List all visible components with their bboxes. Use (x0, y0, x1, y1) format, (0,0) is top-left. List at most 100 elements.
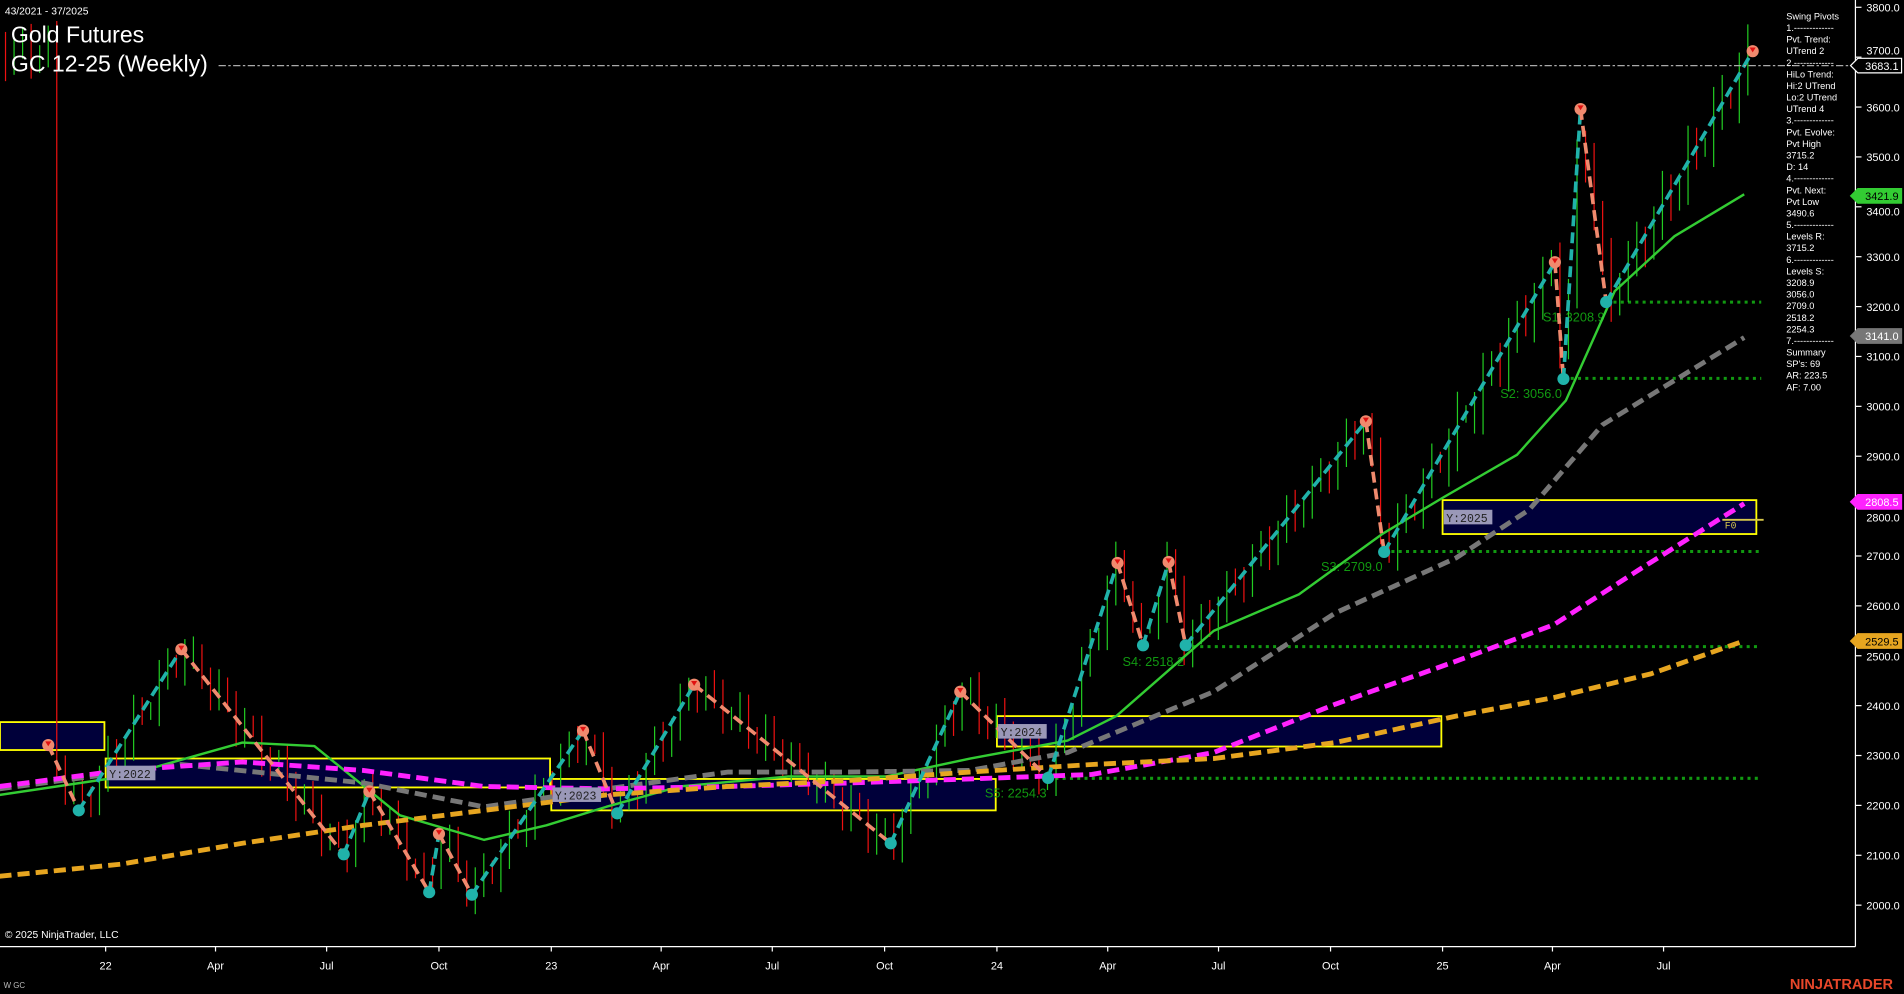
swing-panel-line: 3490.6 (1786, 208, 1814, 218)
year-box-labels: Y:2022 Y:2023 Y:2024 Y:2025 F0 (106, 509, 1764, 804)
swing-panel-line: Pvt. Trend: (1786, 35, 1831, 45)
price-tick-label: 2800.0 (1866, 512, 1899, 524)
pivot-high-triangle-icon (1114, 559, 1121, 565)
swing-panel-line: 5.------------- (1786, 220, 1834, 230)
swing-down-line (1364, 421, 1386, 553)
year-box-label: Y:2023 (555, 791, 597, 804)
time-axis[interactable]: 22 Apr Jul Oct 23 Apr Jul Oct 24 Apr Jul Oct 25 Apr Ju… (100, 946, 1671, 973)
time-tick-label: 24 (991, 961, 1003, 973)
swing-up-line (470, 729, 585, 896)
price-tick-label: 2600.0 (1866, 601, 1899, 613)
swing-panel-line: Lo:2 UTrend (1786, 93, 1837, 103)
price-tick-label: 2100.0 (1866, 851, 1899, 863)
swing-panel-line: 2709.0 (1786, 301, 1814, 311)
price-badge-label: 3683.1 (1865, 61, 1898, 73)
swing-panel-line: Pvt. Evolve: (1786, 127, 1835, 137)
moving-average-mid (0, 335, 1746, 810)
swing-panel-line: Levels S: (1786, 266, 1824, 276)
swing-panel-line: Levels R: (1786, 232, 1824, 242)
swing-down-line (692, 683, 892, 845)
swing-up-line (1561, 108, 1583, 380)
year-box-label-bg (998, 724, 1047, 739)
swing-panel-line: 3056.0 (1786, 290, 1814, 300)
price-badge (1849, 633, 1903, 649)
moving-averages (0, 193, 1746, 879)
swing-up-line (77, 648, 183, 812)
swing-panel-line: AR: 223.5 (1786, 371, 1827, 381)
price-tick-label: 3100.0 (1866, 352, 1899, 364)
moving-average-slow (0, 501, 1746, 792)
swing-low-marker (1557, 372, 1570, 385)
swing-panel-line: UTrend 2 (1786, 46, 1824, 56)
copyright: © 2025 NinjaTrader, LLC (5, 930, 119, 941)
time-tick-label: Jul (1657, 961, 1671, 973)
swing-panel-line: 2518.2 (1786, 313, 1814, 323)
time-tick-label: Apr (207, 961, 224, 973)
price-tick-label: 3000.0 (1866, 402, 1899, 414)
swing-low-marker (1600, 296, 1613, 309)
price-tick-label: 3800.0 (1866, 3, 1899, 15)
pivot-high-triangle-icon (366, 787, 373, 793)
price-tick-label: 2500.0 (1866, 651, 1899, 663)
price-tick-label: 3200.0 (1866, 302, 1899, 314)
swing-panel-line: Pvt High (1786, 139, 1821, 149)
swing-panel-line: 3.------------- (1786, 116, 1834, 126)
pivot-high-triangle-icon (1749, 47, 1756, 53)
swing-panel-line: SP's: 69 (1786, 359, 1820, 369)
swing-panel-line: 3715.2 (1786, 243, 1814, 253)
swing-panel-line: Hi:2 UTrend (1786, 81, 1835, 91)
swing-panel-line: UTrend 4 (1786, 104, 1824, 114)
f0-marker-label: F0 (1725, 520, 1737, 531)
swing-panel-line: 3715.2 (1786, 151, 1814, 161)
date-range: 43/2021 - 37/2025 (5, 7, 89, 18)
year-box-label-bg (106, 765, 156, 781)
swing-panel-line: HiLo Trend: (1786, 69, 1834, 79)
swing-panel-line: Pvt Low (1786, 197, 1819, 207)
time-tick-label: Apr (653, 961, 670, 973)
swing-up-line (1046, 562, 1120, 779)
price-tick-label: 2000.0 (1866, 900, 1899, 912)
time-tick-label: Jul (1212, 961, 1226, 973)
year-boxes (0, 499, 1758, 812)
swing-down-line (367, 790, 431, 894)
price-badge-label: 3421.9 (1865, 191, 1898, 203)
swing-down-line (581, 729, 619, 815)
swing-down-line (179, 648, 346, 856)
pivot-high-triangle-icon (691, 681, 698, 686)
swing-up-line (427, 833, 441, 893)
year-box (996, 715, 1443, 748)
price-badge-label: 3141.0 (1865, 331, 1898, 343)
year-box (104, 757, 551, 789)
time-tick-label: 22 (100, 961, 112, 973)
pivot-high-triangle-icon (45, 741, 52, 747)
pivot-high-triangle-icon (1551, 258, 1558, 264)
chart-title: Gold Futures (11, 21, 144, 47)
swing-up-line (889, 690, 962, 845)
price-badges: 3683.1 3421.9 3141.0 2808.5 2529.5 (1849, 57, 1903, 649)
swing-panel-line: AF: 7.00 (1786, 382, 1821, 392)
support-label: S4: 2518.2 (1123, 654, 1185, 669)
time-tick-label: 23 (545, 961, 557, 973)
swing-up-line (1141, 561, 1171, 646)
price-badge (1849, 187, 1903, 204)
swing-down-line (1578, 108, 1608, 303)
swing-up-line (1382, 261, 1557, 553)
swing-down-line (1115, 562, 1145, 646)
pivot-high-triangle-icon (579, 726, 587, 732)
swing-low-marker (1041, 771, 1055, 785)
price-badge (1849, 493, 1903, 510)
swing-panel-line: 6.------------- (1786, 255, 1834, 265)
price-tick-label: 3400.0 (1866, 206, 1899, 218)
year-box (1441, 499, 1758, 535)
swing-up-line (615, 683, 696, 815)
price-tick-label: 3700.0 (1866, 46, 1899, 58)
price-tick-label: 2300.0 (1866, 751, 1899, 763)
price-badge (1849, 328, 1903, 344)
price-axis[interactable]: 3800.0 3700.0 3600.0 3500.0 3400.0 3300.0 3200… (1855, 3, 1900, 913)
swing-low-marker (1179, 639, 1192, 652)
instrument-tag: W GC (4, 981, 26, 990)
support-label: S1: 3208.9 (1543, 310, 1605, 325)
pivot-high-triangle-icon (957, 688, 964, 693)
swing-panel-line: 2.------------- (1786, 58, 1834, 68)
